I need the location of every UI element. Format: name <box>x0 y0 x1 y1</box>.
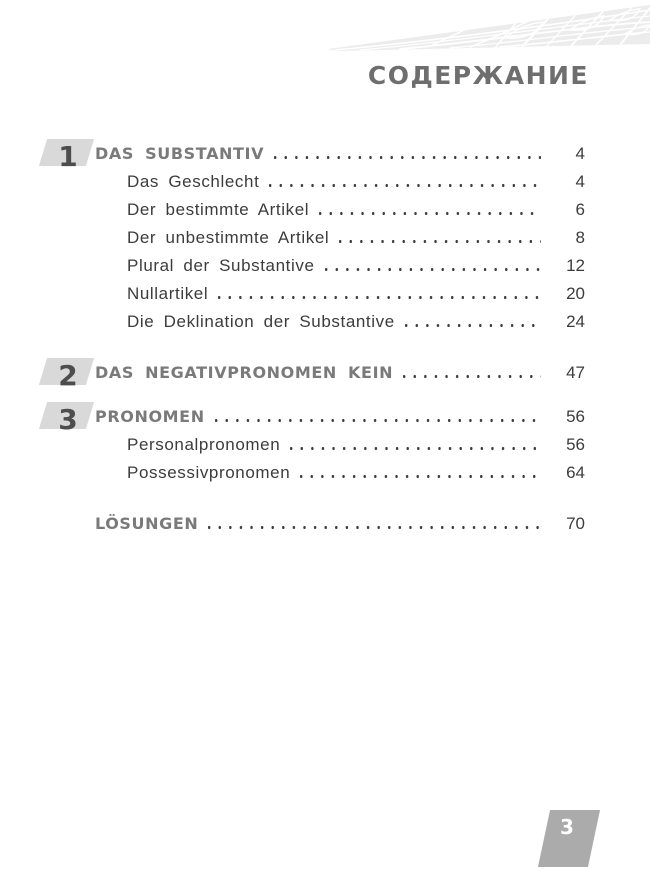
toc-item-label: DAS SUBSTANTIV <box>95 144 265 163</box>
dot-leader <box>273 140 541 168</box>
toc-row-section: 1 DAS SUBSTANTIV 4 <box>38 139 585 171</box>
toc-row: Nullartikel 20 <box>95 280 585 308</box>
leaf-pattern-wedge-icon <box>328 5 650 51</box>
toc-item-label: Nullartikel <box>127 284 209 303</box>
toc-item-label: Possessivpronomen <box>127 463 291 482</box>
toc-row: Personalpronomen 56 <box>95 431 585 459</box>
toc-row-section: LÖSUNGEN 70 <box>95 510 585 538</box>
toc-item-label: LÖSUNGEN <box>95 514 199 533</box>
toc-item-label: Der bestimmte Artikel <box>127 200 310 219</box>
dot-leader <box>207 510 541 538</box>
section-number-badge: 1 <box>38 139 95 171</box>
toc-item-page: 56 <box>566 407 585 426</box>
section-number-badge: 3 <box>38 402 95 434</box>
toc-item-page: 56 <box>566 435 585 454</box>
dot-leader <box>217 280 541 308</box>
toc-item-label: Personalpronomen <box>127 435 281 454</box>
toc-item-label: PRONOMEN <box>95 407 205 426</box>
page-number: 3 <box>560 815 574 839</box>
section-number-badge: 2 <box>38 358 95 390</box>
table-of-contents: 1 DAS SUBSTANTIV 4 Das Geschlecht 4 Der … <box>38 139 585 538</box>
section-number: 2 <box>58 359 78 392</box>
toc-item-label: DAS NEGATIVPRONOMEN KEIN <box>95 363 394 382</box>
dot-leader <box>323 252 541 280</box>
page-title: СОДЕРЖАНИЕ <box>367 61 589 90</box>
dot-leader <box>402 359 541 387</box>
toc-item-page: 47 <box>566 363 585 382</box>
toc-item-page: 20 <box>566 284 585 303</box>
toc-row: Der bestimmte Artikel 6 <box>95 196 585 224</box>
dot-leader <box>318 196 541 224</box>
toc-row: Possessivpronomen 64 <box>95 459 585 487</box>
dot-leader <box>289 431 541 459</box>
dot-leader <box>299 459 541 487</box>
toc-item-label: Plural der Substantive <box>127 256 315 275</box>
toc-item-page: 24 <box>566 312 585 331</box>
toc-row-section: 3 PRONOMEN 56 <box>38 402 585 434</box>
toc-item-page: 8 <box>575 228 585 247</box>
toc-row: Die Deklination der Substantive 24 <box>95 308 585 336</box>
dot-leader <box>403 308 541 336</box>
section-number: 1 <box>58 140 78 173</box>
page-number-badge: 3 <box>537 810 601 867</box>
section-number: 3 <box>58 403 78 436</box>
toc-item-page: 12 <box>566 256 585 275</box>
toc-item-page: 4 <box>575 172 585 191</box>
dot-leader <box>338 224 541 252</box>
toc-row-section: 2 DAS NEGATIVPRONOMEN KEIN 47 <box>38 358 585 390</box>
dot-leader <box>213 403 541 431</box>
toc-row: Das Geschlecht 4 <box>95 168 585 196</box>
toc-row: Plural der Substantive 12 <box>95 252 585 280</box>
toc-item-label: Die Deklination der Substantive <box>127 312 395 331</box>
toc-item-page: 4 <box>575 144 585 163</box>
toc-item-page: 6 <box>575 200 585 219</box>
toc-item-page: 70 <box>566 514 585 533</box>
dot-leader <box>268 168 541 196</box>
toc-row: Der unbestimmte Artikel 8 <box>95 224 585 252</box>
toc-item-page: 64 <box>566 463 585 482</box>
toc-item-label: Der unbestimmte Artikel <box>127 228 330 247</box>
toc-item-label: Das Geschlecht <box>127 172 260 191</box>
